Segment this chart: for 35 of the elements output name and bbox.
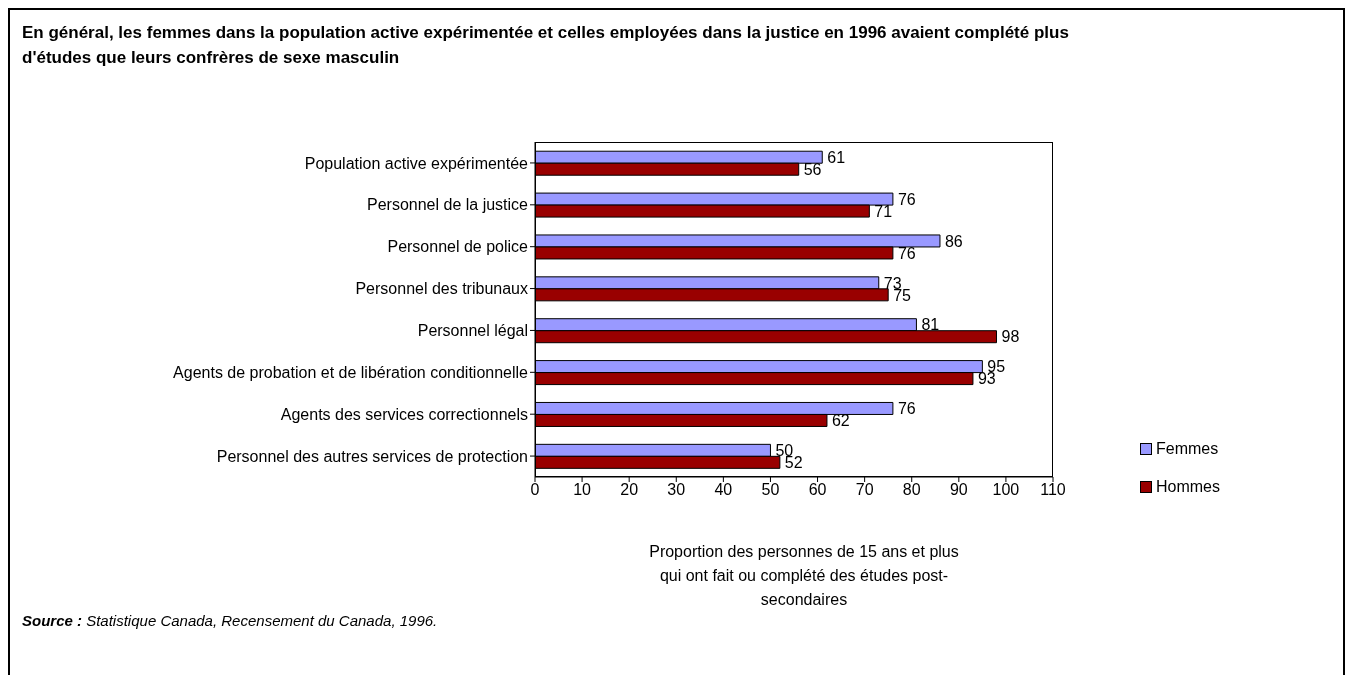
data-label: 71 — [874, 202, 893, 220]
data-label: 98 — [1001, 328, 1020, 346]
x-tick-label: 80 — [902, 481, 921, 499]
x-tick-label: 40 — [714, 481, 733, 499]
x-tick-label: 10 — [573, 481, 592, 499]
data-label: 81 — [921, 316, 940, 334]
x-tick-label: 0 — [530, 481, 540, 499]
y-tick-label: Agents de probation et de libération conditionnelle — [173, 363, 529, 381]
legend-label: Hommes — [1156, 478, 1221, 496]
y-tick-label: Personnel des tribunaux — [355, 280, 528, 298]
x-tick-label: 110 — [1040, 481, 1066, 499]
data-label: 76 — [897, 400, 916, 418]
data-label: 86 — [944, 232, 963, 250]
x-tick-label: 60 — [808, 481, 827, 499]
x-tick-label: 30 — [667, 481, 686, 499]
x-tick-label: 20 — [620, 481, 639, 499]
data-label: 76 — [897, 190, 916, 208]
data-label: 76 — [897, 244, 916, 262]
x-tick-label: 90 — [949, 481, 968, 499]
y-tick-label: Personnel de police — [387, 238, 529, 256]
x-axis-title: Proportion des personnes de 15 ans et plus qui ont fait ou complété des études post-secondaires — [648, 542, 960, 610]
chart-title: En général, les femmes dans la population active expérimentée et celles employées dans la justice en 1996 avaient complété plus d'études que leurs confrères de sexe masculin — [22, 22, 1070, 69]
data-label: 56 — [803, 160, 822, 178]
source-note: Source : Statistique Canada, Recensement du Canada, 1996. — [22, 612, 438, 629]
y-tick-label: Agents des services correctionnels — [280, 405, 528, 423]
y-tick-label: Personnel des autres services de protection — [216, 447, 528, 465]
y-tick-label: Personnel de la justice — [367, 196, 529, 214]
data-label: 62 — [831, 412, 850, 430]
x-tick-label: 100 — [992, 481, 1020, 499]
y-tick-label: Population active expérimentée — [304, 154, 529, 172]
legend-label: Femmes — [1156, 440, 1219, 458]
y-tick-label: Personnel légal — [417, 322, 528, 340]
data-label: 61 — [827, 148, 846, 166]
x-tick-label: 50 — [761, 481, 780, 499]
x-tick-label: 70 — [855, 481, 874, 499]
